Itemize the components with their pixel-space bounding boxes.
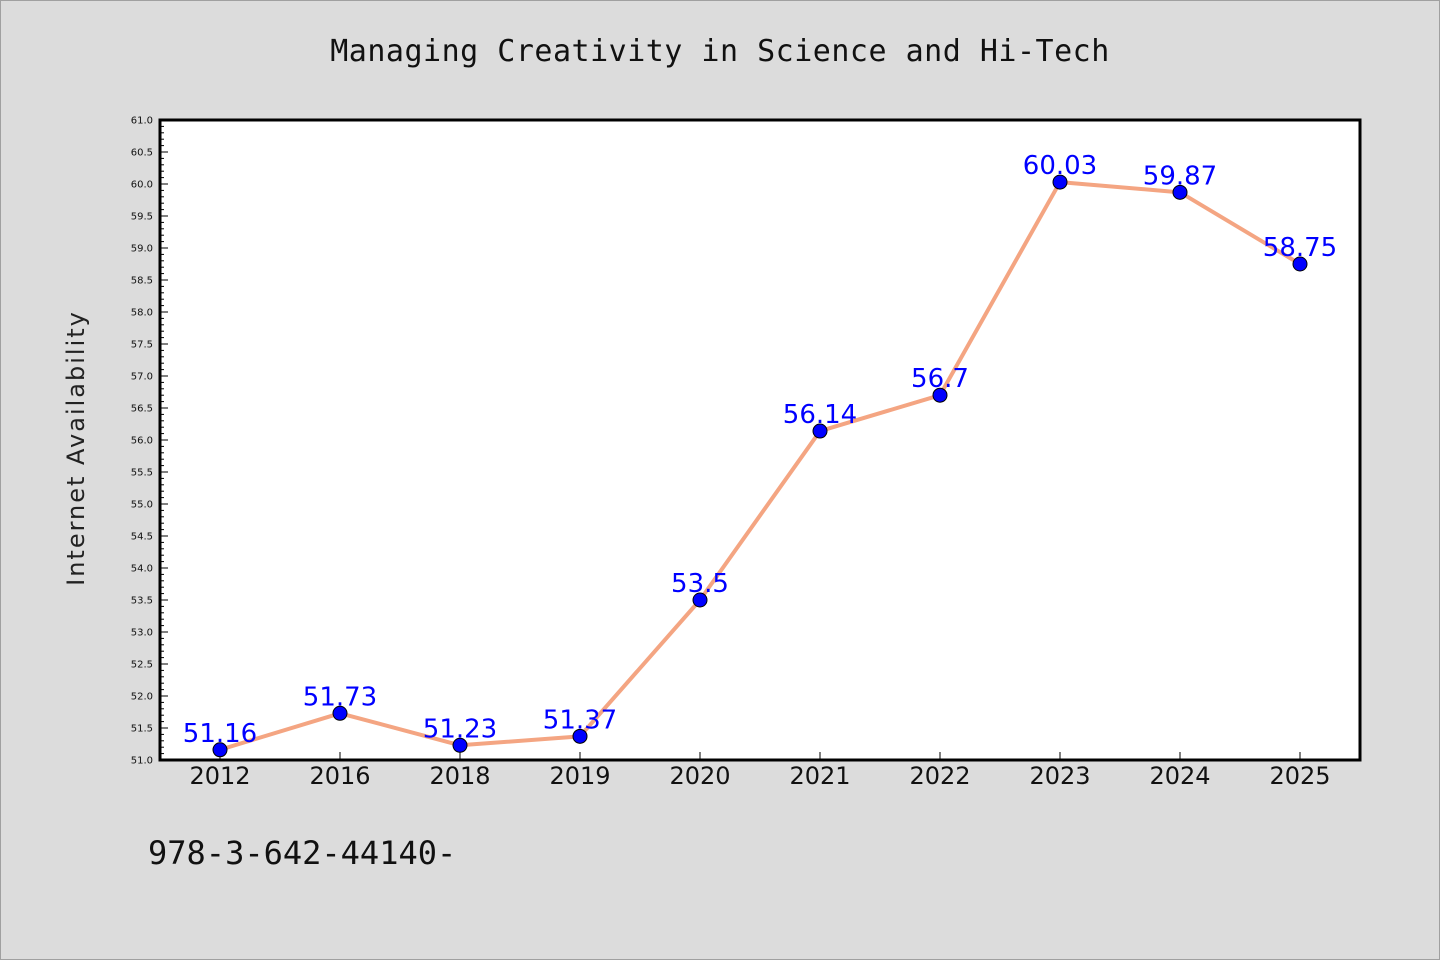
y-tick-label: 52.0 [131, 692, 153, 703]
data-label: 59.87 [1143, 161, 1217, 191]
data-point [692, 592, 708, 608]
x-axis: 2012 2016 2018 2019 2020 2021 2022 2023 2024 2025 [189, 752, 1331, 790]
x-tick-label: 2020 [669, 762, 730, 790]
data-label: 51.23 [423, 714, 497, 744]
data-point [452, 737, 468, 753]
data-label: 58.75 [1263, 233, 1337, 263]
y-tick-label: 59.5 [131, 212, 153, 223]
y-tick-label: 57.5 [131, 340, 153, 351]
plot-area [158, 118, 1362, 762]
data-point [572, 728, 588, 744]
x-tick-label: 2025 [1269, 762, 1330, 790]
x-tick-label: 2018 [429, 762, 490, 790]
data-label: 56.7 [911, 364, 969, 394]
y-tick-label: 61.0 [131, 116, 153, 127]
data-point [212, 742, 228, 758]
y-tick-label: 60.5 [131, 148, 153, 159]
x-tick-label: 2021 [789, 762, 850, 790]
y-tick-label: 58.5 [131, 276, 153, 287]
x-tick-label: 2016 [309, 762, 370, 790]
footer-isbn-text: 978-3-642-44140- [148, 834, 457, 872]
y-axis: 51.0 51.5 52.0 52.5 53.0 53.5 54.0 54.5 55.0 55.5… [131, 116, 168, 767]
y-tick-label: 55.0 [131, 500, 153, 511]
x-tick-label: 2012 [189, 762, 250, 790]
data-point [332, 705, 348, 721]
x-tick-label: 2024 [1149, 762, 1210, 790]
x-tick-label: 2022 [909, 762, 970, 790]
data-label: 51.73 [303, 682, 377, 712]
data-label: 51.37 [543, 705, 617, 735]
y-tick-label: 56.0 [131, 436, 153, 447]
y-tick-label: 51.0 [131, 756, 153, 767]
data-point [812, 423, 828, 439]
data-label: 60.03 [1023, 151, 1097, 181]
data-label: 53.5 [671, 569, 729, 599]
data-label: 51.16 [183, 719, 257, 749]
data-point [1172, 184, 1188, 200]
y-tick-label: 59.0 [131, 244, 153, 255]
y-tick-label: 57.0 [131, 372, 153, 383]
y-tick-label: 53.0 [131, 628, 153, 639]
y-tick-label: 52.5 [131, 660, 153, 671]
chart-title: Managing Creativity in Science and Hi-Te… [330, 34, 1110, 69]
y-tick-label: 56.5 [131, 404, 153, 415]
y-tick-label: 51.5 [131, 724, 153, 735]
y-tick-label: 54.0 [131, 564, 153, 575]
data-point [932, 387, 948, 403]
data-label: 56.14 [783, 400, 857, 430]
series-line [219, 180, 1302, 752]
y-tick-label: 60.0 [131, 180, 153, 191]
data-point [1292, 256, 1308, 272]
y-tick-label: 58.0 [131, 308, 153, 319]
x-tick-label: 2023 [1029, 762, 1090, 790]
data-point [1052, 174, 1068, 190]
x-tick-label: 2019 [549, 762, 610, 790]
data-labels: 51.16 51.73 51.23 51.37 53.5 56.14 56.7 60.03 59… [183, 151, 1337, 749]
y-tick-label: 53.5 [131, 596, 153, 607]
data-points [212, 174, 1308, 758]
y-tick-label: 54.5 [131, 532, 153, 543]
y-tick-label: 55.5 [131, 468, 153, 479]
